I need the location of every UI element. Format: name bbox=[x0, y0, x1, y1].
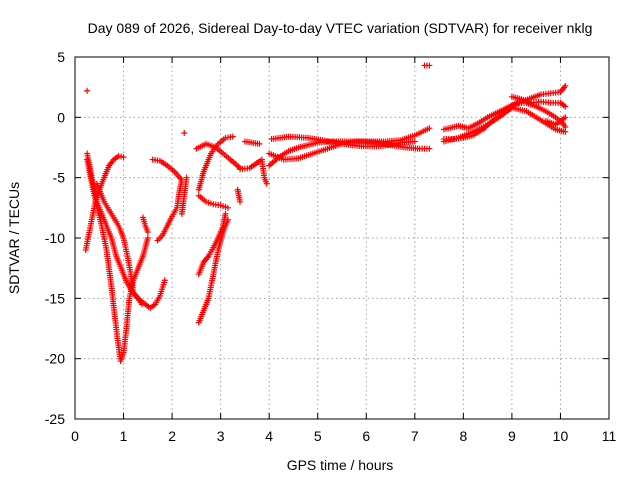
x-tick-label: 1 bbox=[120, 428, 128, 444]
plot-frame bbox=[74, 56, 610, 420]
data-point bbox=[562, 82, 569, 89]
data-point bbox=[84, 87, 91, 94]
x-tick-label: 0 bbox=[71, 428, 79, 444]
data-points bbox=[82, 62, 569, 365]
x-tick-label: 10 bbox=[553, 428, 569, 444]
y-axis-label: SDTVAR / TECUs bbox=[6, 182, 22, 294]
y-tick-label: -20 bbox=[45, 351, 65, 367]
y-tick-label: -10 bbox=[45, 230, 65, 246]
data-point bbox=[426, 125, 433, 132]
data-point bbox=[237, 198, 244, 205]
y-tick-label: -15 bbox=[45, 290, 65, 306]
x-tick-label: 5 bbox=[314, 428, 322, 444]
data-point bbox=[222, 210, 229, 217]
data-point bbox=[562, 114, 569, 121]
data-point bbox=[411, 138, 418, 145]
data-point bbox=[144, 228, 151, 235]
x-tick-label: 3 bbox=[217, 428, 225, 444]
data-point bbox=[426, 145, 433, 152]
y-tick-label: 5 bbox=[57, 49, 65, 65]
data-point bbox=[256, 140, 263, 147]
x-axis-label: GPS time / hours bbox=[287, 457, 394, 473]
data-point bbox=[181, 130, 188, 137]
axis-ticks: 0 1 2 3 4 5 6 7 8 9 10 11 5 0 -5 -10 -15 -20 -25 bbox=[45, 49, 617, 444]
data-point bbox=[426, 62, 433, 69]
x-tick-label: 2 bbox=[168, 428, 176, 444]
y-tick-label: -25 bbox=[45, 411, 65, 427]
data-point bbox=[229, 133, 236, 140]
x-tick-label: 9 bbox=[508, 428, 516, 444]
data-point bbox=[183, 174, 190, 181]
data-point bbox=[263, 180, 270, 187]
data-point bbox=[154, 237, 161, 244]
data-point bbox=[144, 235, 151, 241]
chart-title: Day 089 of 2026, Sidereal Day-to-day VTE… bbox=[88, 20, 593, 36]
y-tick-label: -5 bbox=[53, 170, 66, 186]
data-point bbox=[161, 277, 168, 284]
x-tick-label: 7 bbox=[411, 428, 419, 444]
x-tick-label: 8 bbox=[459, 428, 467, 444]
x-tick-label: 11 bbox=[602, 428, 617, 444]
data-point bbox=[562, 128, 569, 135]
grid-lines bbox=[75, 57, 609, 419]
data-point bbox=[120, 154, 127, 161]
data-point bbox=[562, 103, 569, 110]
y-tick-label: 0 bbox=[57, 109, 65, 125]
data-point bbox=[138, 301, 145, 308]
x-tick-label: 6 bbox=[362, 428, 370, 444]
x-tick-label: 4 bbox=[265, 428, 273, 444]
data-point bbox=[224, 204, 231, 211]
